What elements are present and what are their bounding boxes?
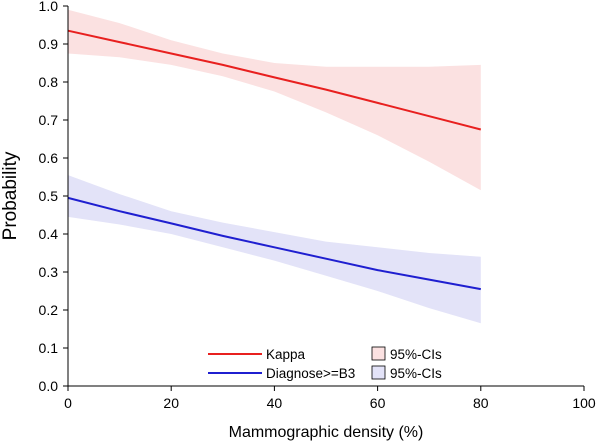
y-tick-label: 0.5 xyxy=(39,188,59,204)
x-tick-label: 80 xyxy=(473,395,489,411)
legend-label-diagnose: Diagnose>=B3 xyxy=(266,366,355,381)
legend-swatch-diagnose-ci xyxy=(371,365,386,380)
y-tick-label: 0.7 xyxy=(39,112,59,128)
y-tick-label: 0.0 xyxy=(39,378,59,394)
y-tick-label: 0.6 xyxy=(39,150,59,166)
x-tick-label: 100 xyxy=(572,395,596,411)
y-tick-label: 0.9 xyxy=(39,36,59,52)
x-tick-label: 20 xyxy=(163,395,179,411)
ci-band-diagnose-b3 xyxy=(68,175,481,324)
legend-label-diagnose-ci: 95%-CIs xyxy=(390,366,442,381)
x-tick-label: 40 xyxy=(267,395,283,411)
ci-band-kappa xyxy=(68,9,481,191)
x-axis-title: Mammographic density (%) xyxy=(229,424,424,441)
y-tick-label: 0.8 xyxy=(39,74,59,90)
x-tick-label: 0 xyxy=(64,395,72,411)
y-tick-label: 0.3 xyxy=(39,264,59,280)
series-line-diagnose-b3 xyxy=(67,196,481,291)
legend-label-kappa: Kappa xyxy=(266,347,306,362)
series-line-kappa xyxy=(67,29,482,131)
y-tick-label: 0.1 xyxy=(39,340,59,356)
y-tick-label: 0.2 xyxy=(39,302,59,318)
y-tick-label: 1.0 xyxy=(39,0,59,14)
y-axis-title: Probability xyxy=(0,151,21,240)
y-tick-label: 0.4 xyxy=(39,226,59,242)
legend-swatch-kappa-ci xyxy=(371,346,386,361)
legend: Kappa 95%-CIs Diagnose>=B3 95%-CIs xyxy=(208,346,442,381)
legend-label-kappa-ci: 95%-CIs xyxy=(390,347,442,362)
x-tick-label: 60 xyxy=(370,395,386,411)
